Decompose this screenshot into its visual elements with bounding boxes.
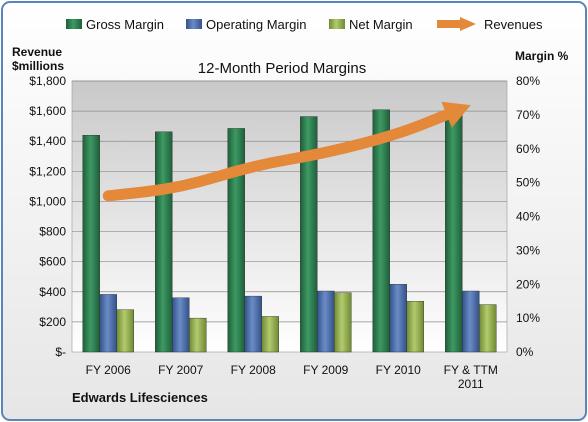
bar-gross-margin — [155, 131, 173, 353]
right-axis-tick: 70% — [516, 108, 540, 122]
legend-swatch-gross-margin — [66, 19, 82, 29]
revenue-arrowhead — [441, 101, 471, 128]
category-label: FY 2007 — [158, 363, 203, 377]
legend: Gross Margin Operating Margin Net Margin… — [66, 17, 543, 32]
bar-gross-margin — [372, 109, 390, 353]
bar-operating-margin — [389, 284, 407, 353]
legend-label-gross-margin: Gross Margin — [86, 17, 164, 32]
bar-operating-margin — [462, 290, 480, 353]
bar-net-margin — [116, 309, 134, 353]
right-axis-tick: 0% — [516, 345, 534, 359]
revenue-series — [102, 101, 471, 202]
gridlines — [72, 80, 507, 323]
plot-area — [71, 80, 508, 353]
category-label: FY & TTM — [444, 363, 498, 377]
bar-net-margin — [334, 292, 352, 353]
bar-net-margin — [189, 317, 207, 353]
bar-gross-margin — [82, 134, 100, 353]
revenue-line — [102, 109, 453, 202]
left-axis-tick: $600 — [39, 255, 66, 269]
bar-net-margin — [479, 304, 497, 353]
bar-operating-margin — [317, 290, 335, 353]
bar-gross-margin — [300, 116, 318, 353]
category-label: 2011 — [458, 377, 484, 391]
bar-net-margin — [261, 316, 279, 353]
category-label: FY 2010 — [376, 363, 421, 377]
company-name: Edwards Lifesciences — [72, 390, 208, 405]
legend-swatch-net-margin — [329, 19, 345, 29]
left-axis-tick: $200 — [39, 315, 66, 329]
bar-operating-margin — [244, 295, 262, 353]
left-axis-tick: $1,600 — [29, 104, 66, 118]
left-axis-label-line2: $millions — [12, 59, 64, 73]
category-label: FY 2006 — [86, 363, 131, 377]
right-axis-tick: 10% — [516, 311, 540, 325]
legend-swatch-operating-margin — [186, 19, 202, 29]
right-axis-tick: 60% — [516, 142, 540, 156]
bar-gross-margin — [227, 128, 245, 353]
left-axis-tick: $1,400 — [29, 134, 66, 148]
left-axis-label-line1: Revenue — [12, 45, 62, 59]
legend-label-operating-margin: Operating Margin — [206, 17, 306, 32]
right-axis-tick: 30% — [516, 243, 540, 257]
legend-swatch-revenues — [437, 17, 476, 31]
bar-operating-margin — [99, 294, 117, 353]
legend-label-revenues: Revenues — [484, 17, 543, 32]
left-axis-tick: $1,200 — [29, 164, 66, 178]
chart-title: 12-Month Period Margins — [198, 60, 366, 77]
left-axis-tick: $400 — [39, 285, 66, 299]
right-axis-tick: 20% — [516, 277, 540, 291]
bar-operating-margin — [172, 297, 190, 353]
right-axis-tick: 80% — [516, 74, 540, 88]
axis-ticks: $- $200 $400 $600 $800 $1,000 $1,200 $1,400 $1,6… — [29, 74, 540, 391]
left-axis-tick: $800 — [39, 225, 66, 239]
left-axis-tick: $- — [55, 345, 66, 359]
bar-net-margin — [406, 300, 424, 353]
left-axis-tick: $1,800 — [29, 74, 66, 88]
bar-gross-margin — [445, 107, 463, 353]
right-axis-tick: 40% — [516, 210, 540, 224]
legend-label-net-margin: Net Margin — [349, 17, 413, 32]
category-label: FY 2008 — [231, 363, 276, 377]
left-axis-tick: $1,000 — [29, 194, 66, 208]
category-label: FY 2009 — [303, 363, 348, 377]
right-axis-tick: 50% — [516, 176, 540, 190]
right-axis-label: Margin % — [515, 49, 569, 63]
